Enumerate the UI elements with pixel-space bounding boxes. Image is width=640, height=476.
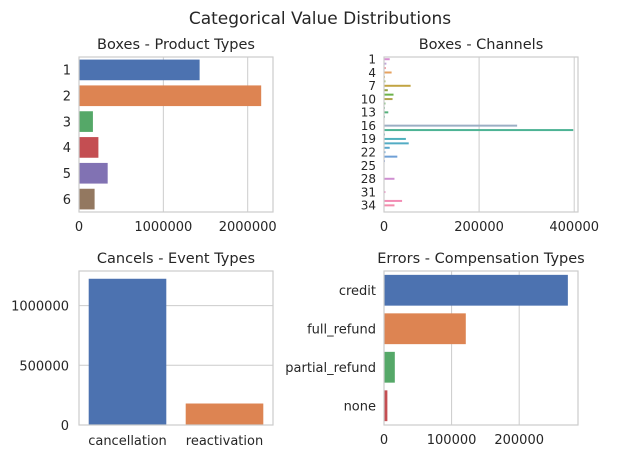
y-tick-label: 10 bbox=[361, 92, 376, 106]
y-tick-label: 4 bbox=[368, 66, 376, 80]
subplot-2: Boxes - Channels 0 200000 400000 14710131619… bbox=[361, 37, 599, 235]
bar-reactivation bbox=[185, 403, 264, 425]
bar-17 bbox=[384, 129, 574, 132]
y-tick-label: 16 bbox=[361, 119, 376, 133]
y-tick-label: 0 bbox=[61, 419, 69, 434]
x-tick-label: 0 bbox=[75, 220, 83, 235]
bar-6 bbox=[384, 80, 386, 83]
axes-frame bbox=[383, 56, 579, 213]
bar-full_refund bbox=[384, 313, 466, 345]
y-tick-label: 13 bbox=[361, 106, 376, 120]
bar-credit bbox=[384, 274, 568, 306]
axes-frame bbox=[78, 56, 274, 213]
y-tick-label: full_refund bbox=[307, 322, 376, 337]
subplot-title: Errors - Compensation Types bbox=[377, 251, 584, 267]
y-tick-label: 28 bbox=[361, 172, 376, 186]
subplot-title: Boxes - Product Types bbox=[97, 37, 255, 53]
y-tick-label: partial_refund bbox=[285, 361, 376, 376]
bar-20 bbox=[384, 142, 409, 145]
axes-frame bbox=[78, 270, 274, 426]
x-tick-label: 200000 bbox=[494, 433, 544, 448]
bar-3 bbox=[79, 111, 93, 132]
y-tick-label: 7 bbox=[368, 79, 376, 93]
y-tick-label: 25 bbox=[361, 159, 376, 173]
figure-title: Categorical Value Distributions bbox=[189, 9, 451, 29]
bar-cancellation bbox=[88, 278, 167, 425]
bar-10 bbox=[384, 98, 393, 101]
x-tick-label: 2000000 bbox=[219, 220, 277, 235]
bar-21 bbox=[384, 146, 390, 149]
x-tick-label: 400000 bbox=[549, 220, 599, 235]
bar-3 bbox=[384, 67, 386, 70]
y-tick-label: 22 bbox=[361, 146, 376, 160]
x-tick-label: 0 bbox=[380, 220, 388, 235]
bar-7 bbox=[384, 84, 411, 87]
y-tick-label: 6 bbox=[63, 193, 71, 208]
bar-1 bbox=[384, 58, 390, 61]
y-tick-label: 500000 bbox=[19, 359, 69, 374]
y-tick-label: 3 bbox=[63, 115, 71, 130]
bar-23 bbox=[384, 155, 398, 158]
bar-1 bbox=[79, 59, 200, 81]
bar-4 bbox=[79, 137, 99, 158]
bar-2 bbox=[384, 62, 387, 65]
bar-33 bbox=[384, 199, 403, 202]
bar-28 bbox=[384, 177, 395, 180]
y-tick-label: 5 bbox=[63, 167, 71, 182]
bar-13 bbox=[384, 111, 389, 114]
bar-16 bbox=[384, 124, 518, 127]
y-tick-label: 4 bbox=[63, 141, 71, 156]
bar-4 bbox=[384, 71, 392, 74]
bar-partial_refund bbox=[384, 351, 395, 383]
bar-22 bbox=[384, 151, 386, 154]
x-tick-label: cancellation bbox=[88, 434, 167, 449]
subplot-title: Cancels - Event Types bbox=[97, 251, 255, 267]
x-tick-label: 100000 bbox=[427, 433, 477, 448]
bar-none bbox=[384, 390, 388, 422]
bar-34 bbox=[384, 204, 395, 207]
y-tick-label: 31 bbox=[361, 185, 376, 199]
bar-9 bbox=[384, 93, 394, 96]
bar-19 bbox=[384, 137, 406, 140]
y-tick-label: 1000000 bbox=[11, 300, 69, 315]
y-tick-label: 34 bbox=[361, 199, 376, 213]
bar-5 bbox=[79, 162, 108, 184]
subplot-4: Errors - Compensation Types 0 100000 200000… bbox=[285, 251, 584, 448]
x-tick-label: 200000 bbox=[454, 220, 504, 235]
subplot-title: Boxes - Channels bbox=[419, 37, 544, 53]
subplot-3: Cancels - Event Types 0 500000 1000000 cance… bbox=[11, 251, 274, 449]
y-tick-label: 1 bbox=[63, 64, 71, 79]
bar-31 bbox=[384, 191, 386, 194]
y-tick-label: 2 bbox=[63, 89, 71, 104]
x-tick-label: reactivation bbox=[186, 434, 263, 449]
axes-frame bbox=[383, 270, 579, 426]
bar-8 bbox=[384, 89, 388, 92]
y-tick-label: none bbox=[344, 399, 376, 414]
bar-11 bbox=[384, 102, 386, 105]
x-tick-label: 1000000 bbox=[134, 220, 192, 235]
y-tick-label: credit bbox=[339, 284, 376, 299]
bar-6 bbox=[79, 188, 95, 210]
y-tick-label: 1 bbox=[368, 53, 376, 67]
y-tick-label: 19 bbox=[361, 132, 376, 146]
bar-2 bbox=[79, 85, 262, 107]
subplot-1: Boxes - Product Types 0 1000000 2000000 1 2 3 4… bbox=[63, 37, 277, 235]
x-tick-label: 0 bbox=[380, 433, 388, 448]
